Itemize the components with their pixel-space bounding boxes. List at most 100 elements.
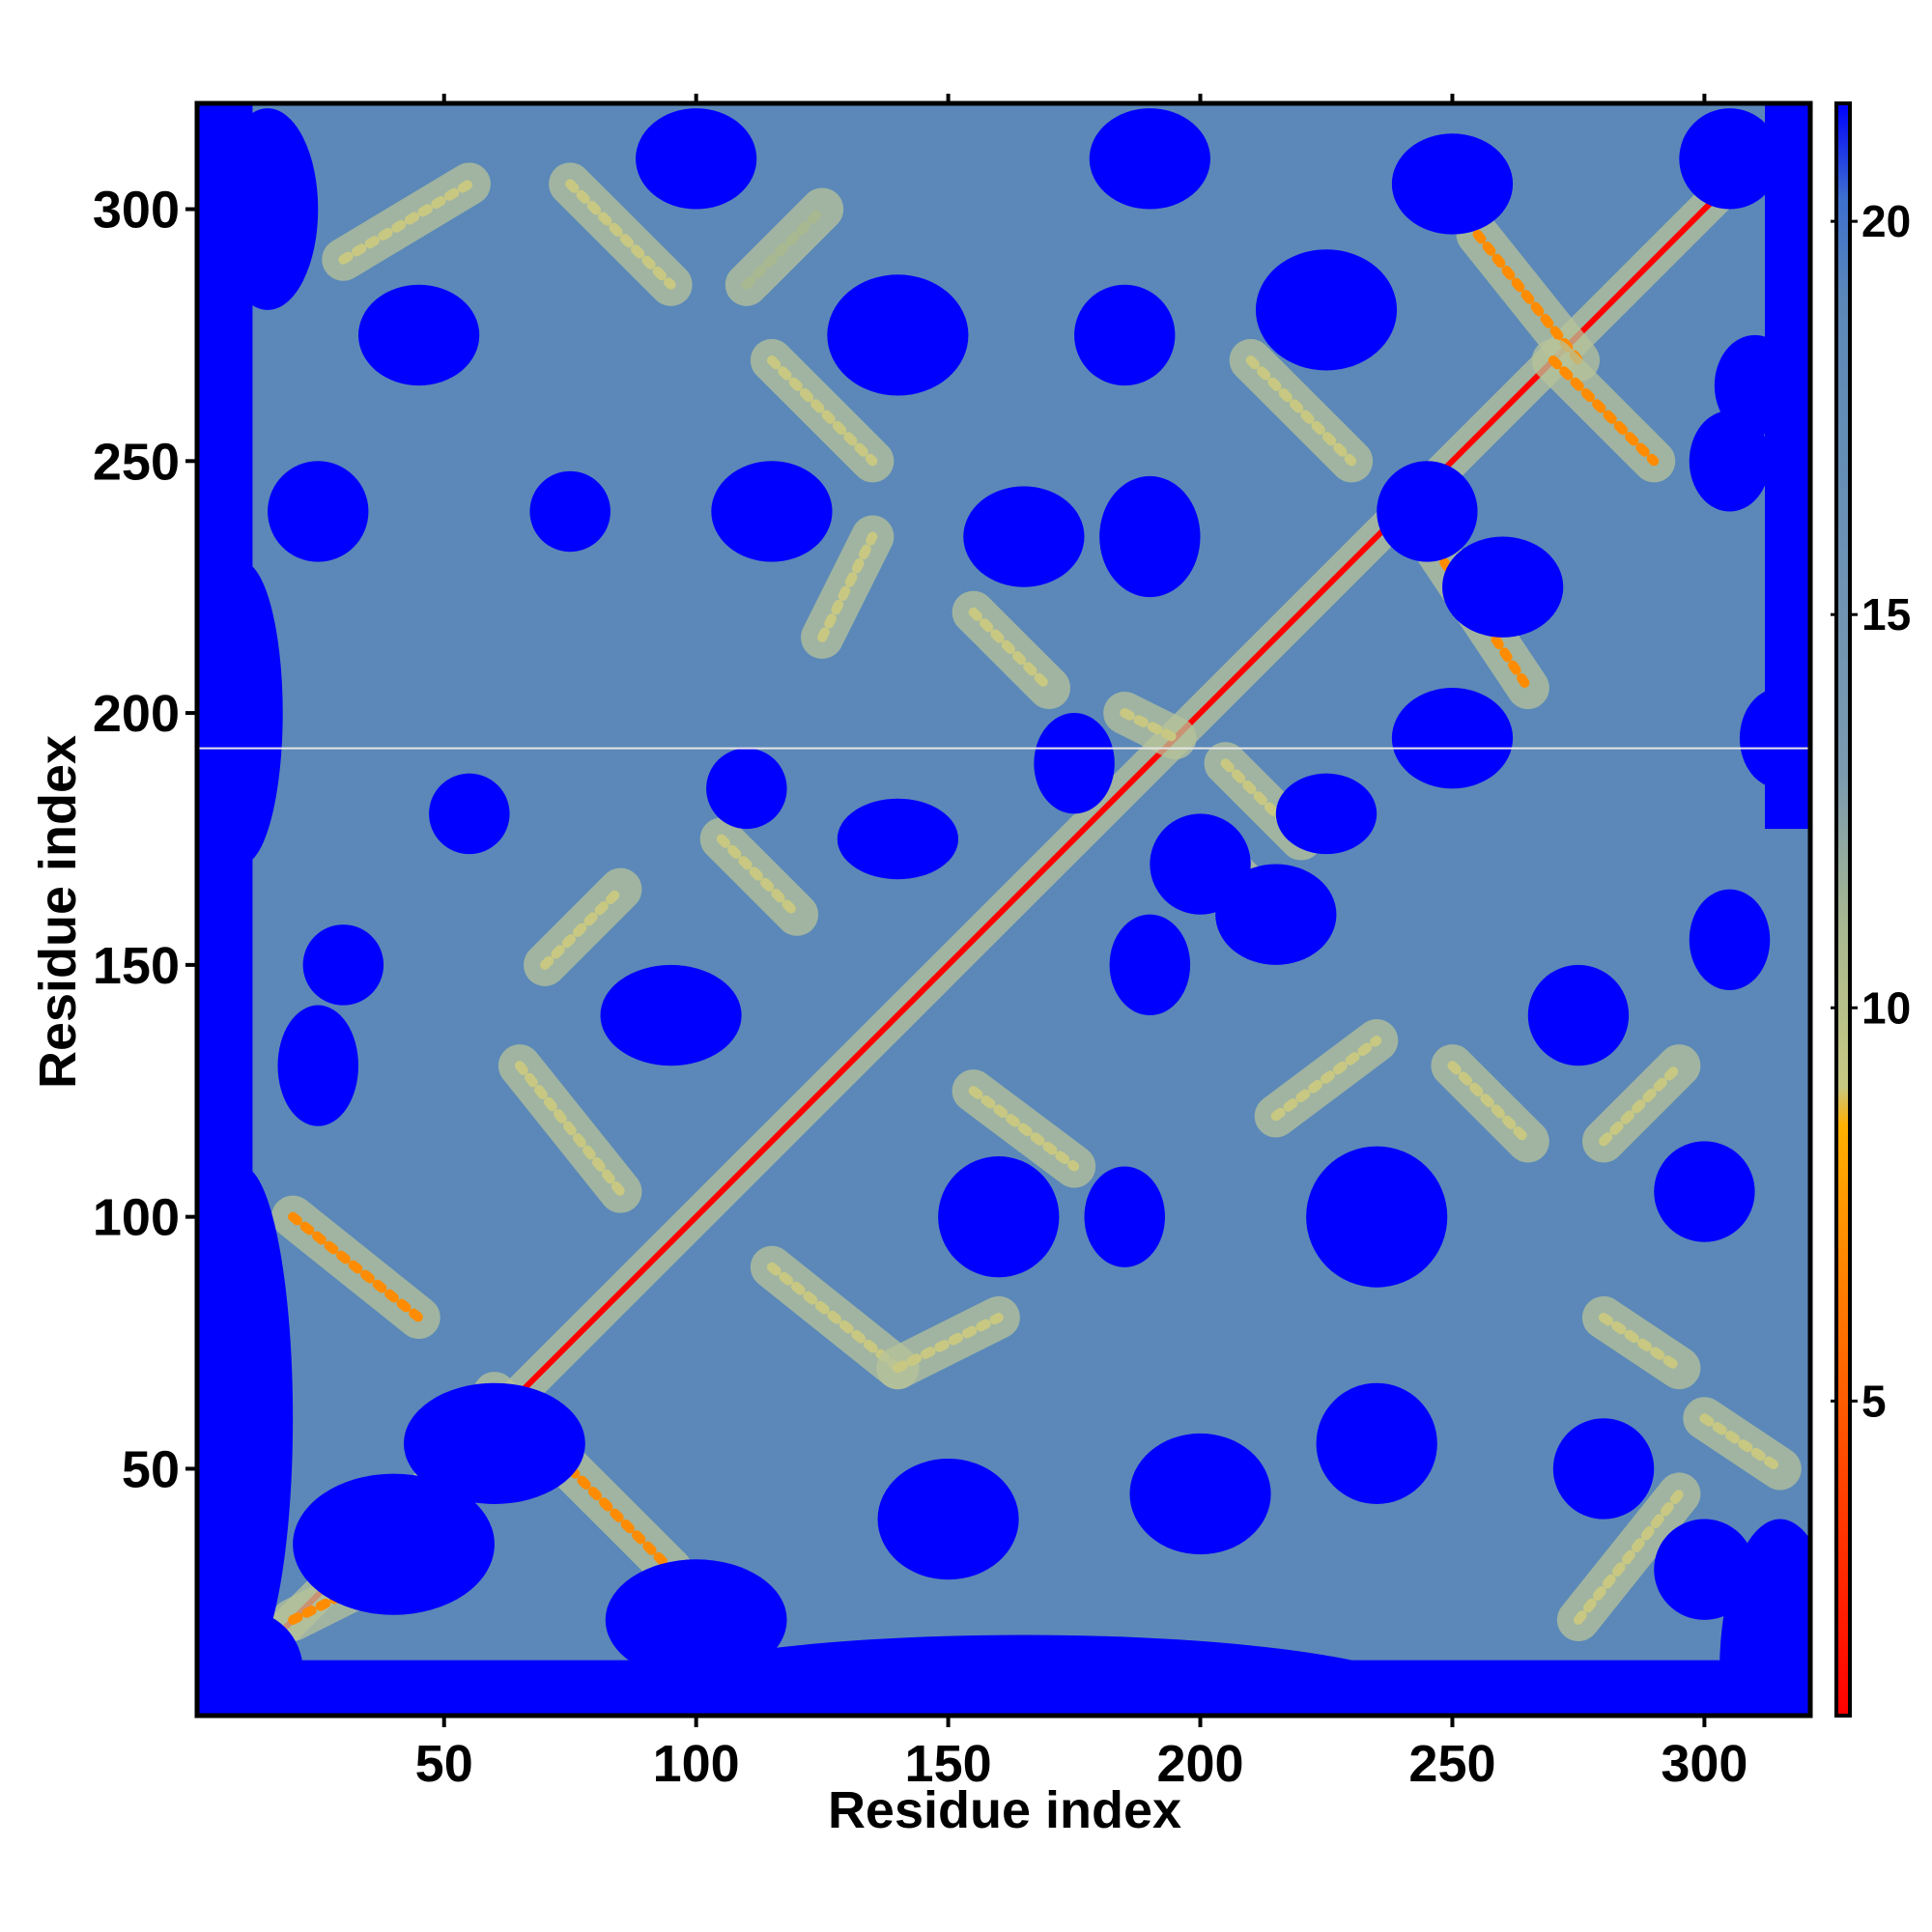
far-region-29 (711, 461, 833, 562)
colorbar-tick-label-20: 20 (1861, 196, 1911, 246)
x-tick-label-300: 300 (1661, 1735, 1747, 1793)
band-3 (741, 204, 828, 290)
far-region-32 (1377, 461, 1478, 562)
far-region-42 (1391, 133, 1514, 235)
far-region-49 (202, 561, 283, 865)
far-region-17 (1689, 889, 1771, 990)
plot-frame (194, 100, 1813, 1719)
far-region-26 (302, 924, 384, 1006)
far-region-44 (216, 108, 319, 310)
band-5 (817, 531, 878, 642)
far-region-31 (1099, 475, 1201, 598)
x-tick-label-200: 200 (1156, 1735, 1243, 1793)
y-tick-label-50: 50 (122, 1440, 180, 1498)
band-4 (766, 355, 878, 467)
far-region-1 (403, 1382, 585, 1504)
band-20 (1599, 1312, 1685, 1374)
far-region-34 (1689, 411, 1771, 512)
colorbar: 5 10 15 20 (1831, 101, 1911, 1718)
far-region-41 (1089, 108, 1210, 210)
far-region-36 (358, 284, 480, 386)
colorbar-frame (1834, 101, 1852, 1718)
far-region-33 (1442, 536, 1564, 638)
far-region-24 (706, 748, 787, 830)
band-28 (1245, 355, 1357, 467)
far-region-20 (1275, 773, 1378, 855)
x-tick-label-50: 50 (415, 1735, 473, 1793)
y-tick-label-300: 300 (93, 182, 180, 240)
far-region-37 (827, 274, 969, 396)
band-17 (1599, 1061, 1685, 1147)
colorbar-ticks: 5 10 15 20 (1831, 196, 1911, 1426)
far-region-23 (837, 798, 959, 880)
band-9 (514, 1061, 626, 1197)
x-axis: 50 100 150 200 250 300 (415, 94, 1747, 1793)
band-15 (1270, 1036, 1382, 1122)
band-16 (1447, 1061, 1533, 1147)
band-11 (766, 1262, 903, 1374)
far-region-8 (277, 1005, 358, 1126)
band-18 (1573, 1489, 1685, 1625)
far-region-46 (197, 1609, 303, 1716)
far-region-11 (1084, 1166, 1165, 1267)
far-region-5 (1316, 1382, 1437, 1504)
far-region-21 (1150, 813, 1251, 915)
far-region-15 (1527, 964, 1630, 1066)
far-region-22 (1034, 713, 1115, 814)
far-region-27 (268, 461, 369, 562)
x-axis-title: Residue index (828, 1781, 1181, 1839)
far-region-13 (1215, 864, 1337, 965)
far-region-2 (605, 1559, 787, 1681)
y-axis-title: Residue index (29, 735, 87, 1089)
y-tick-label-200: 200 (93, 685, 180, 743)
far-region-39 (1255, 249, 1398, 371)
band-2 (565, 179, 676, 290)
far-region-48 (620, 1634, 1428, 1716)
band-10 (716, 834, 803, 920)
far-region-16 (1654, 1141, 1755, 1242)
y-tick-label-150: 150 (93, 937, 180, 995)
y-tick-label-100: 100 (93, 1189, 180, 1247)
far-region-18 (1739, 687, 1810, 789)
far-region-19 (1391, 687, 1514, 789)
far-region-3 (877, 1458, 1019, 1580)
x-tick-label-250: 250 (1408, 1735, 1495, 1793)
heatmap-far-regions (197, 103, 1810, 1716)
band-7 (1120, 708, 1180, 744)
far-region-14 (1306, 1146, 1448, 1288)
band-12 (893, 1312, 1004, 1374)
far-region-47 (1719, 1519, 1810, 1716)
far-region-9 (600, 964, 742, 1066)
far-region-6 (1552, 1418, 1655, 1520)
band-25 (1472, 229, 1583, 366)
far-region-40 (636, 108, 757, 210)
band-21 (288, 1211, 424, 1322)
far-region-30 (963, 486, 1085, 587)
far-region-12 (1109, 914, 1191, 1016)
band-26 (1548, 355, 1660, 467)
band-19 (1699, 1413, 1785, 1474)
far-region-25 (429, 773, 510, 855)
far-region-4 (1129, 1433, 1271, 1555)
x-tick-label-150: 150 (905, 1735, 992, 1793)
band-13 (968, 1086, 1080, 1172)
band-6 (968, 607, 1054, 694)
x-tick-label-100: 100 (653, 1735, 740, 1793)
far-region-38 (1074, 284, 1176, 386)
far-region-10 (938, 1156, 1060, 1278)
colorbar-tick-label-10: 10 (1861, 982, 1911, 1033)
far-region-45 (197, 1166, 294, 1671)
far-region-0 (293, 1473, 495, 1615)
colorbar-gradient (1836, 103, 1850, 1716)
colorbar-tick-label-5: 5 (1861, 1376, 1887, 1426)
far-region-35 (1714, 334, 1796, 437)
band-1 (338, 179, 474, 265)
y-axis: 50 100 150 200 250 300 (93, 182, 197, 1498)
far-region-28 (529, 470, 611, 553)
heatmap-plot-area (194, 100, 1813, 1719)
band-8 (540, 884, 626, 970)
far-region-43 (1679, 108, 1780, 210)
colorbar-tick-label-15: 15 (1861, 589, 1911, 639)
y-tick-label-250: 250 (93, 433, 180, 491)
